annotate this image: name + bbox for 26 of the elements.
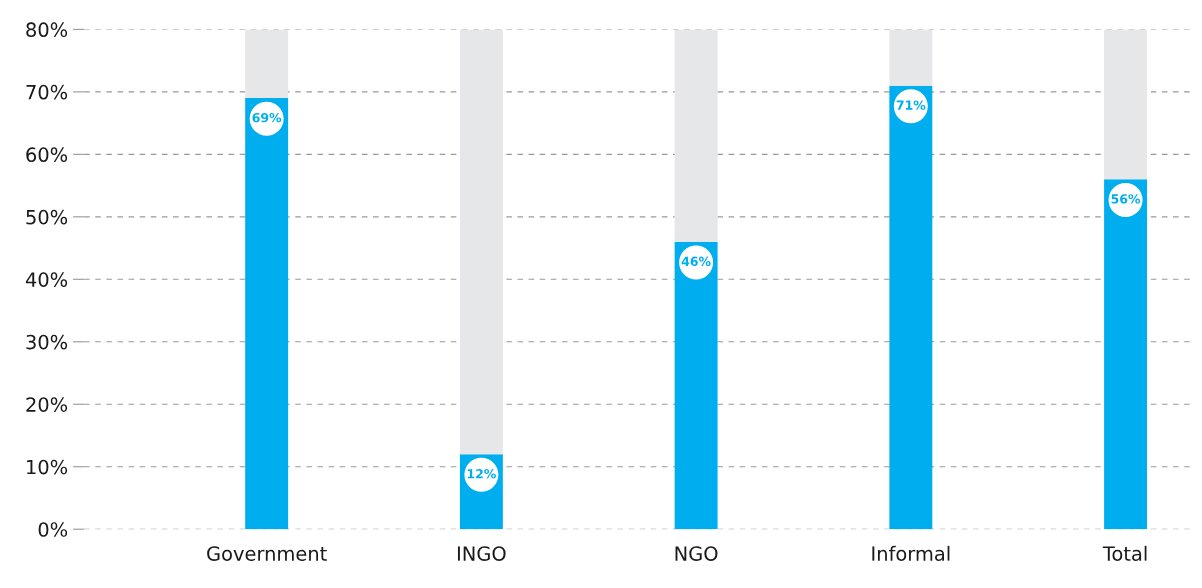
bar xyxy=(245,98,289,530)
x-tick-label: Total xyxy=(1102,545,1147,561)
y-tick-label: 30% xyxy=(26,334,68,350)
y-tick-label: 50% xyxy=(26,209,68,225)
x-tick-label: Government xyxy=(207,546,327,561)
y-tick-label: 70% xyxy=(26,84,68,100)
x-tick-label: Informal xyxy=(872,545,950,561)
data-label: 12% xyxy=(467,469,496,479)
y-tick-label: 20% xyxy=(26,397,68,412)
bar xyxy=(1104,179,1148,530)
x-tick-label: INGO xyxy=(457,546,506,561)
y-tick-label: 10% xyxy=(27,459,68,475)
bar xyxy=(674,29,718,242)
data-label: 56% xyxy=(1111,194,1141,204)
y-tick-label: 80% xyxy=(26,22,68,38)
bar xyxy=(1104,29,1148,180)
y-tick-label: 40% xyxy=(25,272,68,287)
y-tick-label: 0% xyxy=(38,522,68,537)
data-label: 69% xyxy=(252,112,282,123)
bar xyxy=(889,29,933,86)
y-tick-label: 60% xyxy=(26,147,68,163)
x-tick-label: NGO xyxy=(675,546,718,561)
bar xyxy=(674,241,718,530)
data-label: 71% xyxy=(896,100,926,110)
data-label: 46% xyxy=(681,256,711,267)
bar xyxy=(889,85,933,530)
